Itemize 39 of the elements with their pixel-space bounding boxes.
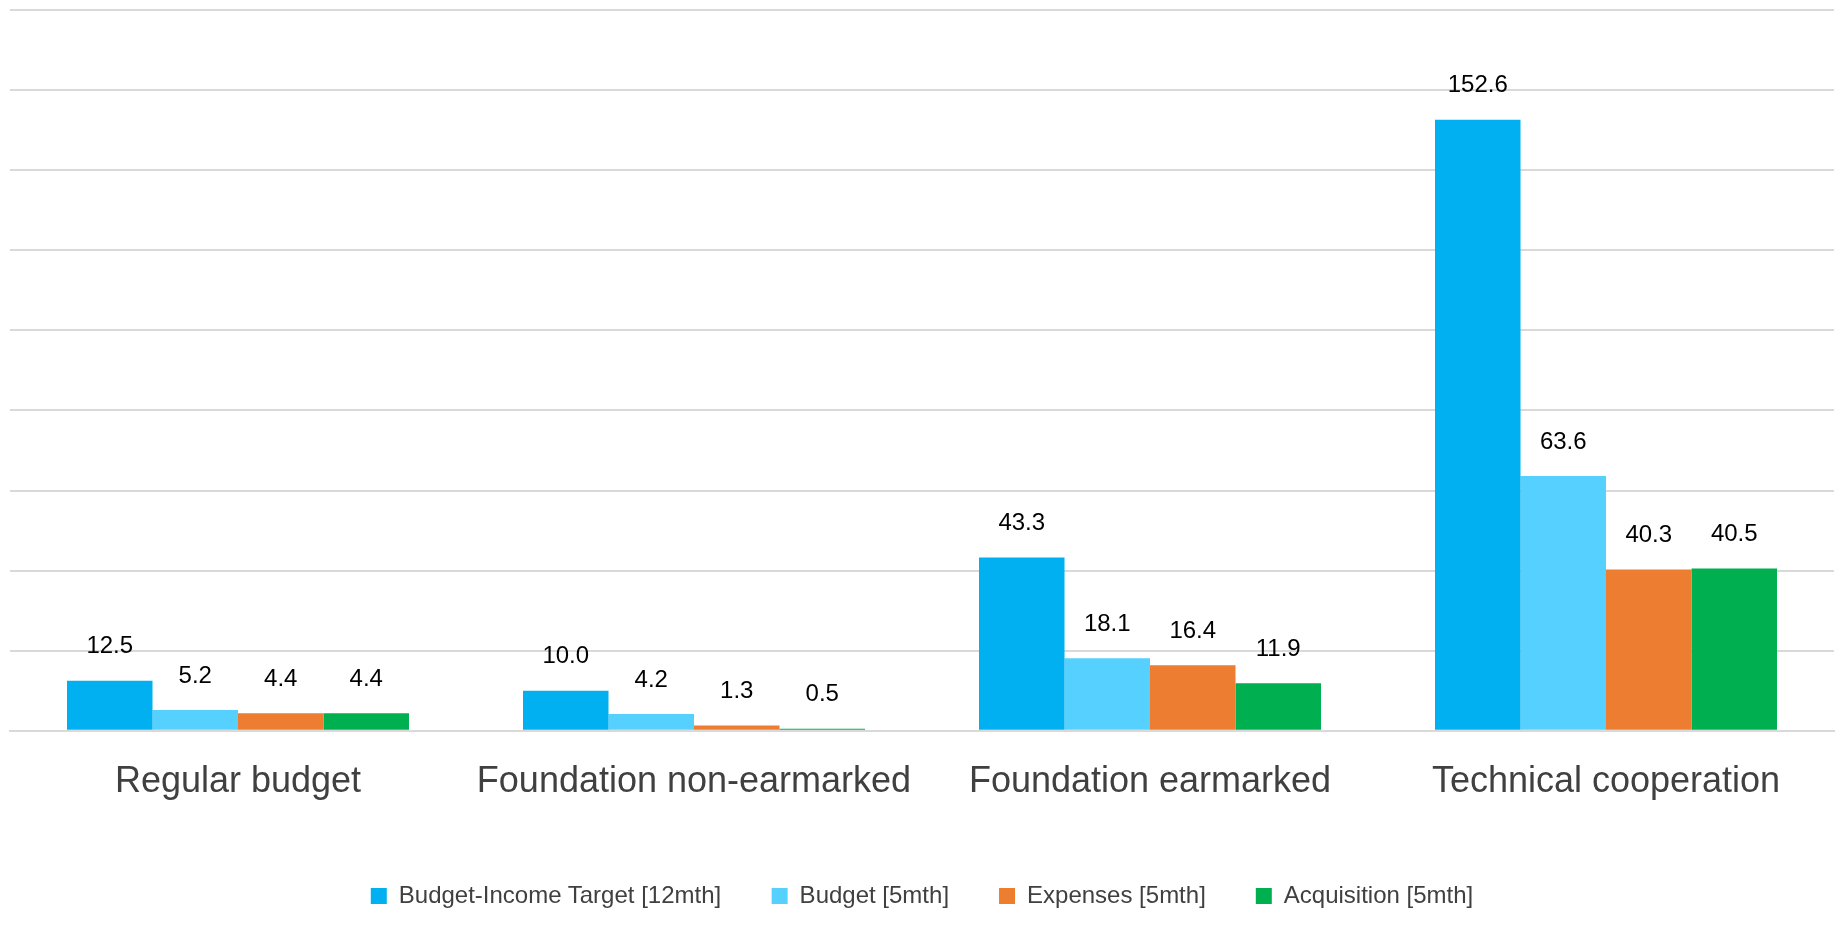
bar — [1150, 665, 1236, 730]
legend-label: Acquisition [5mth] — [1283, 880, 1474, 908]
bar — [67, 680, 153, 730]
legend-label: Expenses [5mth] — [1027, 880, 1206, 908]
bar — [1435, 119, 1521, 730]
data-label: 4.4 — [349, 663, 383, 691]
legend-label: Budget-Income Target [12mth] — [398, 880, 722, 908]
data-label: 18.1 — [1083, 608, 1131, 636]
data-label: 40.3 — [1625, 520, 1673, 548]
bar — [1235, 683, 1321, 730]
data-label: 5.2 — [178, 660, 212, 688]
bar — [979, 557, 1065, 730]
bar — [152, 709, 238, 730]
bar — [1606, 569, 1692, 730]
data-label: 152.6 — [1447, 70, 1508, 98]
bar — [238, 713, 324, 730]
data-label: 63.6 — [1539, 426, 1587, 454]
bar — [523, 690, 609, 730]
data-label: 4.2 — [634, 664, 668, 692]
bar — [1064, 658, 1150, 730]
x-tick-label: Technical cooperation — [1431, 759, 1781, 801]
bar — [608, 713, 694, 730]
data-label: 1.3 — [720, 676, 754, 704]
data-label: 0.5 — [805, 679, 839, 707]
bar — [694, 725, 780, 730]
bar — [1520, 476, 1606, 730]
data-label: 10.0 — [542, 641, 590, 669]
legend-label: Budget [5mth] — [799, 880, 950, 908]
data-label: 43.3 — [998, 508, 1046, 536]
bar — [323, 713, 409, 730]
x-tick-label: Foundation earmarked — [968, 759, 1332, 801]
bar — [1691, 568, 1777, 730]
data-label: 11.9 — [1255, 633, 1301, 661]
data-label: 4.4 — [264, 663, 298, 691]
x-tick-label: Regular budget — [114, 759, 362, 801]
data-label: 16.4 — [1169, 615, 1217, 643]
x-tick-label: Foundation non-earmarked — [476, 759, 912, 801]
data-label: 12.5 — [86, 631, 134, 659]
data-label: 40.5 — [1710, 519, 1758, 547]
